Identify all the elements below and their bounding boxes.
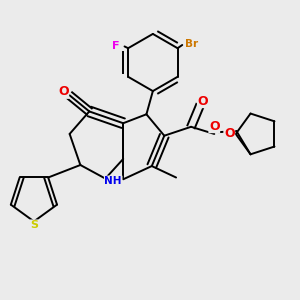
Text: NH: NH: [104, 176, 122, 186]
Text: O: O: [209, 120, 220, 133]
Text: O: O: [197, 94, 208, 108]
Text: O: O: [58, 85, 68, 98]
Text: Br: Br: [185, 39, 198, 49]
Text: F: F: [112, 41, 119, 51]
Text: S: S: [30, 220, 38, 230]
Text: O: O: [224, 128, 235, 140]
